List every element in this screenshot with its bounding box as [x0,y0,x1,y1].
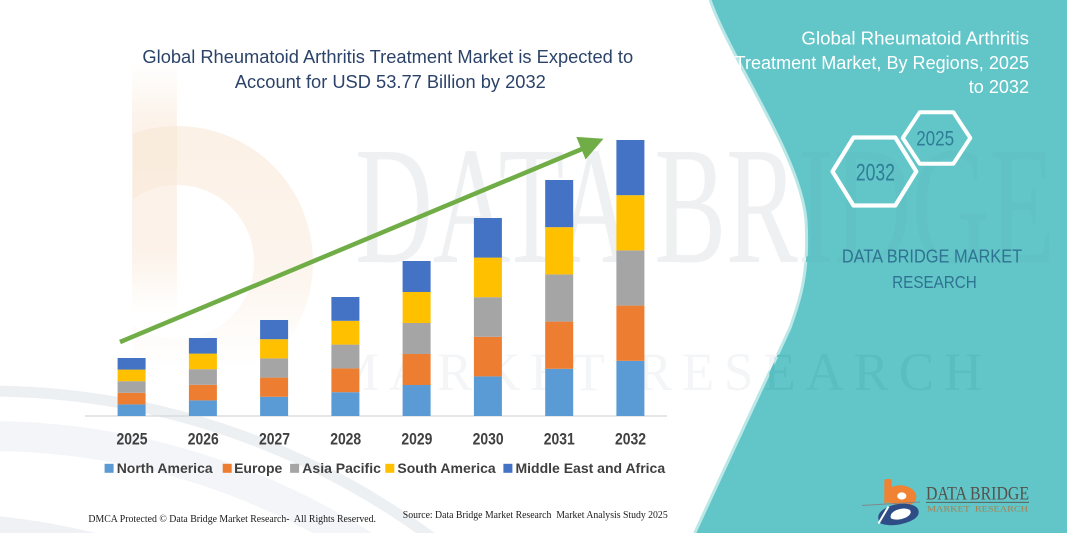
svg-text:Europe: Europe [234,460,282,476]
svg-text:RESEARCH: RESEARCH [892,272,977,293]
svg-text:Source: Data Bridge Market Res: Source: Data Bridge Market Research Mark… [403,510,668,522]
svg-text:2027: 2027 [259,429,290,448]
svg-text:2032: 2032 [856,160,895,187]
svg-text:2032: 2032 [615,429,646,448]
svg-text:MARKET RESEARCH: MARKET RESEARCH [927,504,1028,514]
svg-text:Account for USD 53.77 Billion: Account for USD 53.77 Billion by 2032 [235,71,546,92]
svg-text:to 2032: to 2032 [969,76,1029,97]
svg-text:2026: 2026 [188,429,219,448]
svg-text:2025: 2025 [916,127,954,151]
svg-text:2030: 2030 [473,429,504,448]
svg-text:Treatment Market, By Regions,: Treatment Market, By Regions, 2025 [735,52,1029,73]
svg-text:DATA BRIDGE MARKET: DATA BRIDGE MARKET [842,245,1023,266]
svg-text:North America: North America [117,460,213,476]
svg-text:2028: 2028 [330,429,361,448]
svg-text:2029: 2029 [401,429,432,448]
svg-text:DATA BRIDGE: DATA BRIDGE [926,483,1029,504]
svg-text:Middle East and Africa: Middle East and Africa [516,460,666,476]
svg-text:2031: 2031 [544,429,575,448]
svg-text:South America: South America [397,460,495,476]
svg-text:DMCA Protected © Data Bridge M: DMCA Protected © Data Bridge Market Rese… [88,514,376,526]
svg-text:Global Rheumatoid Arthritis Tr: Global Rheumatoid Arthritis Treatment Ma… [142,46,633,67]
svg-text:2025: 2025 [117,429,148,448]
svg-text:Asia Pacific: Asia Pacific [302,460,381,476]
svg-text:Global Rheumatoid Arthritis: Global Rheumatoid Arthritis [801,27,1029,48]
